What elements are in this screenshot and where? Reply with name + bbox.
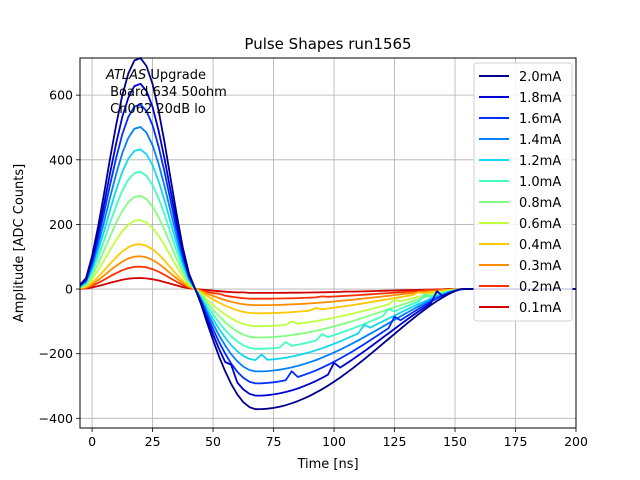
annotation-line-1: ATLAS Upgrade [105,68,206,83]
legend-item: 0.8mA [479,196,561,211]
y-tick-label: −400 [39,411,73,426]
legend-label: 0.1mA [519,301,561,316]
x-axis-title: Time [ns] [296,457,358,472]
legend-label: 2.0mA [519,70,561,85]
legend-label: 1.6mA [519,112,561,127]
legend-label: 0.2mA [519,280,561,295]
y-tick-label: −200 [39,346,73,361]
legend-item: 1.0mA [479,175,561,190]
y-tick-label: 0 [65,282,73,297]
annotation-line-3: Ch062 20dB lo [106,102,206,117]
x-tick-label: 50 [205,434,221,449]
plot-frame [79,57,577,429]
y-tick-label: 200 [49,217,73,232]
y-axis-title: Amplitude [ADC Counts] [12,164,27,322]
x-tick-label: 25 [145,434,161,449]
annotation: ATLAS Upgrade Board 634 50ohm Ch062 20dB… [105,68,227,117]
legend-item: 0.6mA [479,217,561,232]
annotation-upgrade: Upgrade [146,68,206,83]
legend-label: 0.8mA [519,196,561,211]
y-tick-label: 600 [49,88,73,103]
y-tick-label: 400 [49,152,73,167]
legend-label: 1.0mA [519,175,561,190]
legend-label: 0.6mA [519,217,561,232]
legend-item: 0.3mA [479,259,561,274]
x-tick-label: 175 [504,434,528,449]
legend-label: 0.4mA [519,238,561,253]
legend-item: 1.4mA [479,133,561,148]
legend-item: 2.0mA [479,70,561,85]
legend-label: 1.2mA [519,154,561,169]
legend-item: 0.2mA [479,280,561,295]
legend-item: 1.2mA [479,154,561,169]
x-tick-label: 125 [383,434,407,449]
legend-item: 1.8mA [479,91,561,106]
legend-item: 0.4mA [479,238,561,253]
x-tick-label: 0 [88,434,96,449]
x-axis-ticks: 0 25 50 75 100 125 150 175 200 [88,428,588,449]
annotation-line-2: Board 634 50ohm [106,85,227,100]
x-tick-label: 150 [443,434,467,449]
annotation-atlas: ATLAS [105,68,146,83]
x-tick-label: 100 [322,434,346,449]
y-axis-ticks: −400 −200 0 200 400 600 [39,88,80,426]
legend-item: 0.1mA [479,301,561,316]
legend-label: 1.8mA [519,91,561,106]
legend-label: 1.4mA [519,133,561,148]
legend-box [473,62,573,322]
x-tick-label: 75 [266,434,282,449]
legend: 2.0mA 1.8mA 1.6mA 1.4mA 1.2mA 1.0mA 0.8mA 0.6mA… [473,62,573,322]
legend-label: 0.3mA [519,259,561,274]
legend-item: 1.6mA [479,112,561,127]
chart-title: Pulse Shapes run1565 [244,35,411,53]
x-tick-label: 200 [564,434,588,449]
